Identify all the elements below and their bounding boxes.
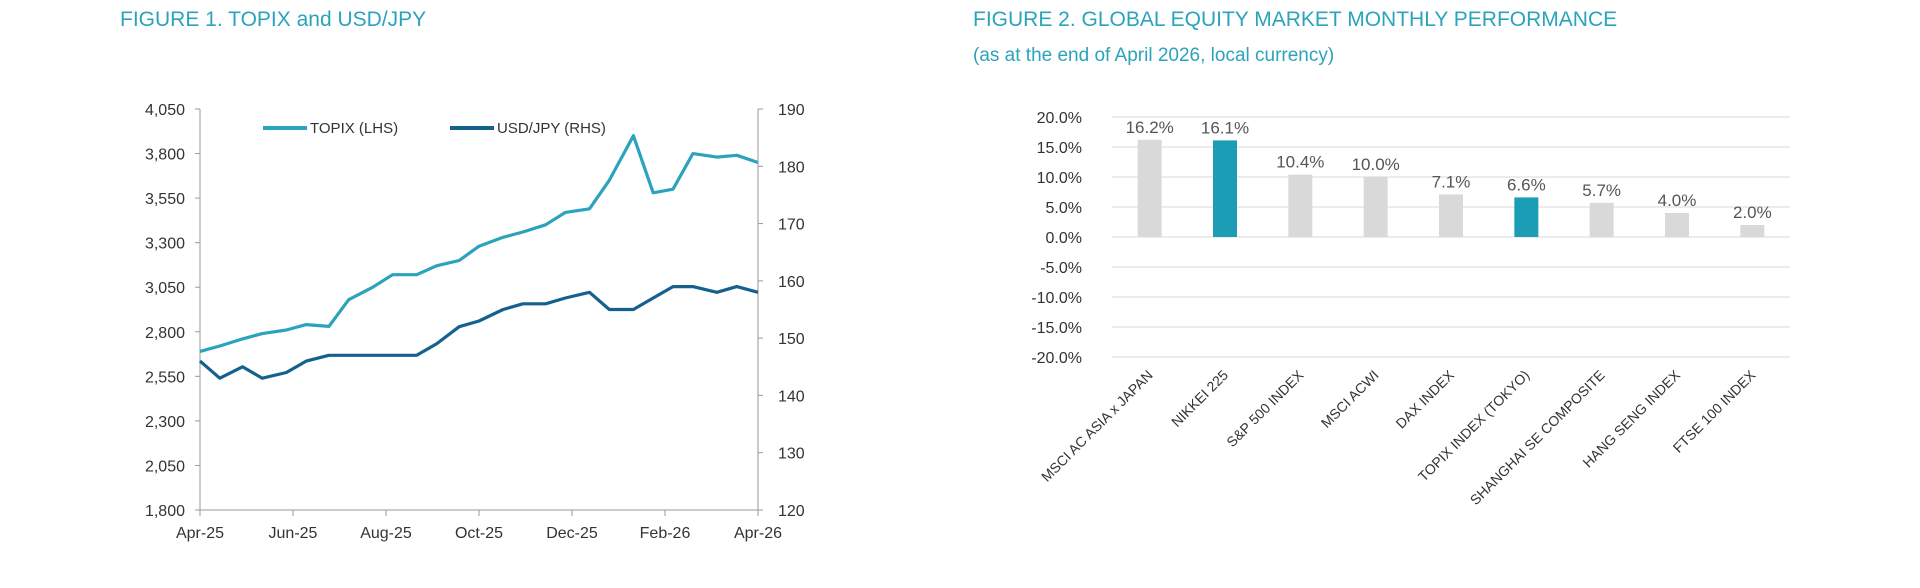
x-tick-label: Aug-25 — [360, 525, 412, 542]
y-left-tick-label: 3,550 — [145, 191, 185, 208]
data-label: 16.1% — [1201, 118, 1249, 137]
y-left-tick-label: 2,050 — [145, 458, 185, 475]
y-right-tick-label: 170 — [778, 217, 805, 234]
category-label: S&P 500 INDEX — [1223, 366, 1307, 450]
y-tick-label: -5.0% — [1040, 260, 1082, 277]
y-tick-label: 10.0% — [1037, 170, 1082, 187]
category-label: SHANGHAI SE COMPOSITE — [1467, 367, 1608, 508]
y-tick-label: -15.0% — [1031, 320, 1082, 337]
data-label: 4.0% — [1658, 191, 1697, 210]
y-right-tick-label: 190 — [778, 102, 805, 119]
x-tick-label: Dec-25 — [546, 525, 598, 542]
bar — [1439, 194, 1463, 237]
bar — [1288, 174, 1313, 237]
y-tick-label: -10.0% — [1031, 290, 1082, 307]
x-tick-label: Apr-26 — [734, 525, 782, 542]
category-label: FTSE 100 INDEX — [1670, 366, 1759, 455]
data-label: 10.0% — [1352, 155, 1400, 174]
y-right-tick-label: 160 — [778, 274, 805, 291]
y-tick-label: 20.0% — [1037, 110, 1082, 127]
data-label: 10.4% — [1276, 153, 1324, 172]
y-right-tick-label: 180 — [778, 159, 805, 176]
category-label: MSCI AC ASIA x JAPAN — [1038, 367, 1156, 485]
figure1-title: FIGURE 1. TOPIX and USD/JPY — [120, 8, 427, 31]
bar — [1589, 202, 1614, 237]
category-label: DAX INDEX — [1392, 366, 1457, 431]
y-left-tick-label: 2,800 — [145, 325, 185, 342]
y-right-tick-label: 120 — [778, 503, 805, 520]
x-tick-label: Feb-26 — [640, 525, 691, 542]
y-right-tick-label: 140 — [778, 388, 805, 405]
bar — [1137, 139, 1162, 237]
data-label: 16.2% — [1126, 118, 1174, 137]
y-tick-label: 5.0% — [1046, 200, 1082, 217]
data-label: 7.1% — [1432, 172, 1471, 191]
y-tick-label: 0.0% — [1046, 230, 1082, 247]
y-left-tick-label: 4,050 — [145, 102, 185, 119]
x-tick-label: Oct-25 — [455, 525, 503, 542]
y-left-tick-label: 3,800 — [145, 147, 185, 164]
y-right-tick-label: 130 — [778, 446, 805, 463]
y-left-tick-label: 1,800 — [145, 503, 185, 520]
data-label: 2.0% — [1733, 203, 1772, 222]
y-tick-label: 15.0% — [1037, 140, 1082, 157]
y-left-tick-label: 3,050 — [145, 280, 185, 297]
category-label: MSCI ACWI — [1318, 367, 1382, 431]
bar — [1213, 140, 1237, 237]
legend-topix-label: TOPIX (LHS) — [310, 120, 398, 137]
bar — [1514, 197, 1539, 237]
x-tick-label: Jun-25 — [269, 525, 318, 542]
bar — [1665, 213, 1689, 237]
legend-usdjpy-label: USD/JPY (RHS) — [497, 120, 606, 137]
x-tick-label: Apr-25 — [176, 525, 224, 542]
figure2-title: FIGURE 2. GLOBAL EQUITY MARKET MONTHLY P… — [973, 8, 1618, 31]
bar — [1363, 177, 1388, 237]
bar — [1740, 225, 1765, 237]
y-tick-label: -20.0% — [1031, 350, 1082, 367]
data-label: 6.6% — [1507, 175, 1546, 194]
y-left-tick-label: 3,300 — [145, 236, 185, 253]
y-left-tick-label: 2,550 — [145, 369, 185, 386]
figure2-subtitle: (as at the end of April 2026, local curr… — [973, 45, 1335, 66]
y-left-tick-label: 2,300 — [145, 414, 185, 431]
category-label: NIKKEI 225 — [1168, 367, 1231, 430]
y-right-tick-label: 150 — [778, 331, 805, 348]
data-label: 5.7% — [1582, 181, 1621, 200]
